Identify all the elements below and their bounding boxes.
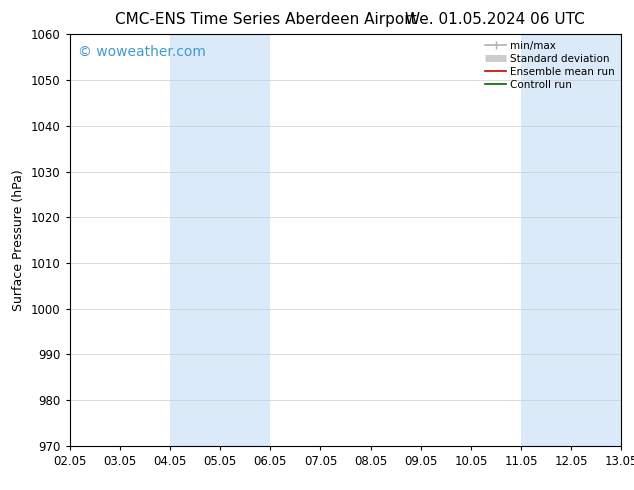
Text: We. 01.05.2024 06 UTC: We. 01.05.2024 06 UTC [404, 12, 585, 27]
Bar [521, 34, 621, 446]
Y-axis label: Surface Pressure (hPa): Surface Pressure (hPa) [13, 169, 25, 311]
Legend: min/max, Standard deviation, Ensemble mean run, Controll run: min/max, Standard deviation, Ensemble me… [482, 37, 618, 93]
Text: CMC-ENS Time Series Aberdeen Airport: CMC-ENS Time Series Aberdeen Airport [115, 12, 417, 27]
Bar [170, 34, 270, 446]
Text: © woweather.com: © woweather.com [78, 45, 206, 59]
